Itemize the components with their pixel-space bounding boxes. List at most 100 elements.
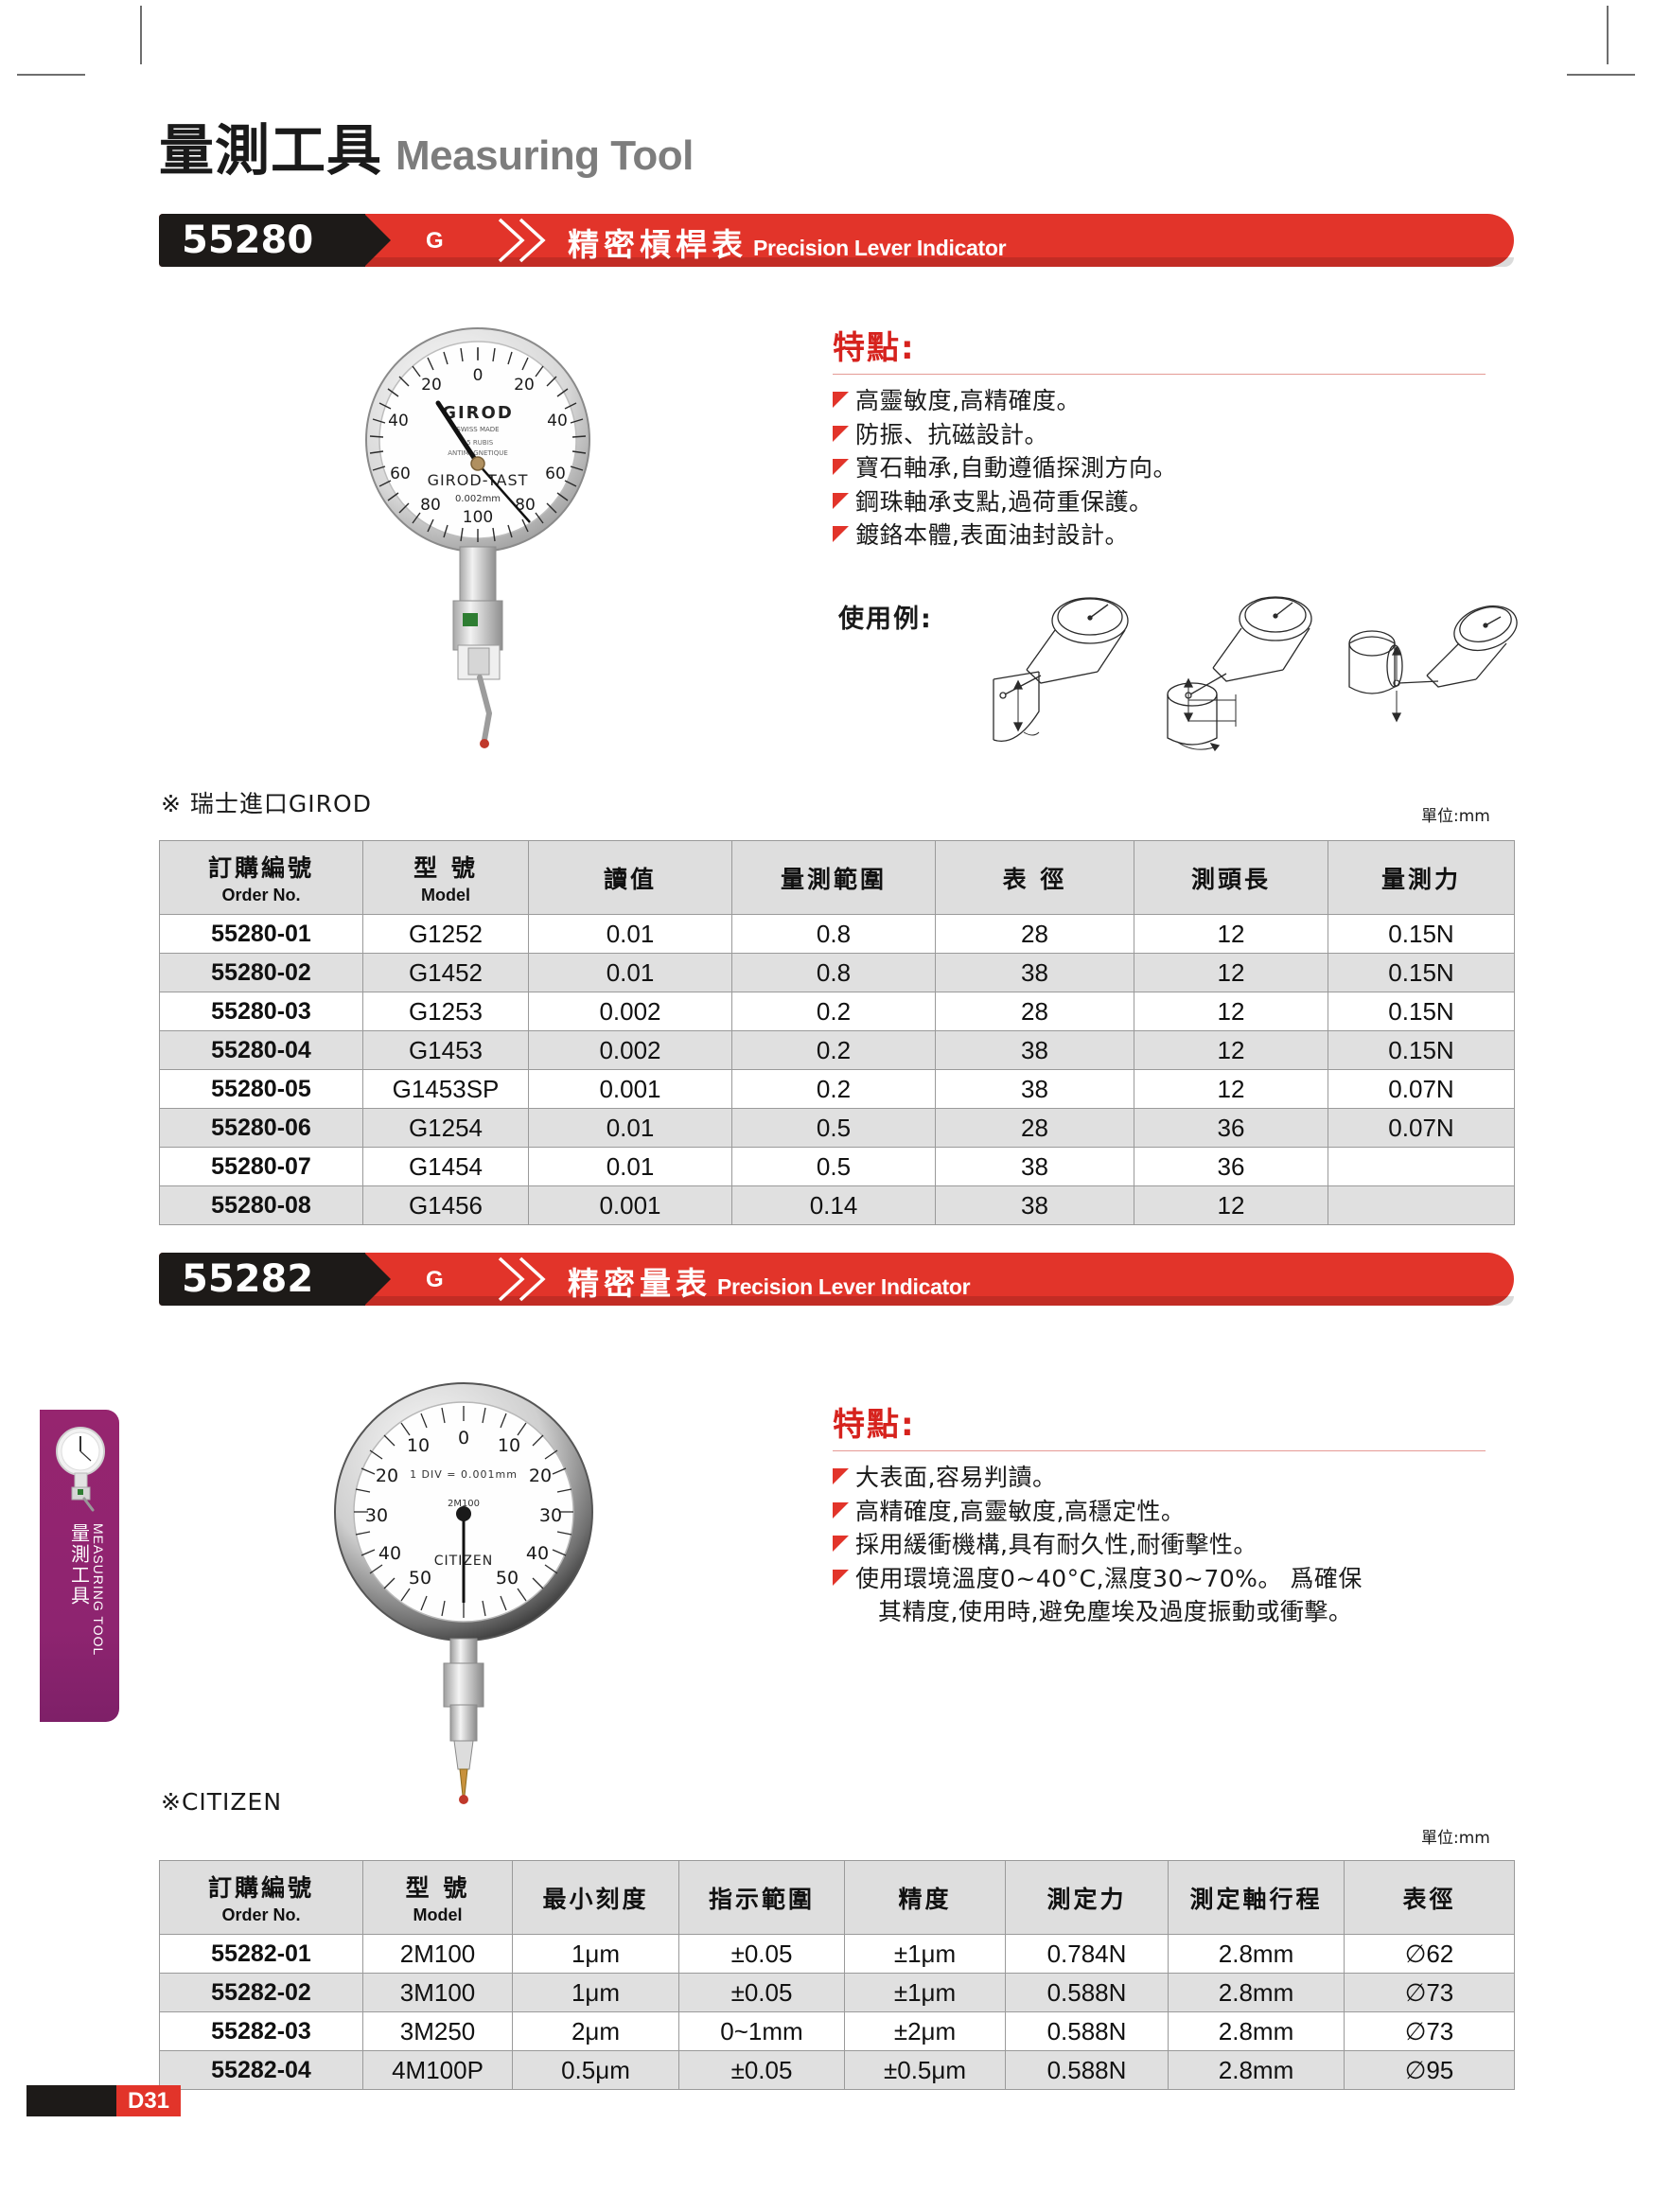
col-graduation: 最小刻度 — [512, 1860, 679, 1935]
table-row: 55280-05 G1453SP 0.001 0.2 38 12 0.07N — [159, 1069, 1515, 1109]
usage-diagram-2 — [1167, 596, 1312, 752]
table-header-row: 訂購編號 Order No. 型 號 Model 讀值 量測範圍 表 徑 測頭長… — [159, 840, 1515, 915]
banner-name-en: Precision Lever Indicator — [753, 236, 1007, 260]
footer-black-bar — [26, 2085, 116, 2116]
col-measuring-force: 量測力 — [1328, 840, 1515, 915]
svg-text:0.002mm: 0.002mm — [455, 494, 501, 504]
table-row: 55280-02 G1452 0.01 0.8 38 12 0.15N — [159, 953, 1515, 992]
bullet-triangle-icon — [833, 1569, 849, 1586]
source-note-55280: ※ 瑞士進口GIROD — [161, 790, 372, 817]
col-model: 型 號 Model — [362, 840, 529, 915]
svg-text:0: 0 — [458, 1428, 469, 1448]
bullet-triangle-icon — [833, 459, 849, 475]
bullet-triangle-icon — [833, 425, 849, 442]
spec-table-55280: 訂購編號 Order No. 型 號 Model 讀值 量測範圍 表 徑 測頭長… — [159, 840, 1515, 1225]
usage-diagram-3 — [1348, 605, 1518, 723]
crop-mark-left-top — [17, 74, 85, 76]
col-order-no: 訂購編號 Order No. — [159, 840, 363, 915]
feature-item: 大表面,容易判讀。 — [833, 1461, 1495, 1495]
banner-badge: G — [426, 1267, 444, 1292]
features-divider — [833, 1450, 1486, 1451]
svg-text:40: 40 — [547, 412, 568, 430]
section-banner-55280: 55280 G 精密槓桿表 Precision Lever Indicator — [159, 214, 1514, 267]
usage-diagram-1 — [993, 597, 1129, 742]
feature-item: 採用緩衝機構,具有耐久性,耐衝擊性。 — [833, 1528, 1495, 1562]
svg-text:60: 60 — [545, 465, 566, 483]
svg-text:2M100: 2M100 — [448, 1499, 480, 1509]
double-chevron-icon — [498, 218, 546, 263]
page-title-cn: 量測工具 — [159, 118, 383, 183]
banner-names: 精密槓桿表 Precision Lever Indicator — [568, 219, 1007, 265]
features-divider — [833, 374, 1486, 375]
feature-item: 高精確度,高靈敏度,高穩定性。 — [833, 1495, 1495, 1529]
banner-badge: G — [426, 228, 444, 254]
side-tab-measuring-tool: 量測工具 MEASURING TOOL — [40, 1410, 119, 1722]
section-banner-55282: 55282 G 精密量表 Precision Lever Indicator — [159, 1253, 1514, 1306]
page-title-en: Measuring Tool — [396, 132, 694, 179]
usage-examples-label: 使用例: — [838, 605, 933, 634]
svg-text:15 RUBIS: 15 RUBIS — [463, 439, 494, 447]
svg-text:60: 60 — [390, 465, 411, 483]
banner-names: 精密量表 Precision Lever Indicator — [568, 1258, 971, 1304]
svg-text:30: 30 — [539, 1505, 562, 1526]
feature-item: 高靈敏度,高精確度。 — [833, 384, 1495, 418]
table-row: 55280-07 G1454 0.01 0.5 38 36 — [159, 1147, 1515, 1186]
svg-text:20: 20 — [529, 1466, 552, 1486]
svg-text:40: 40 — [526, 1543, 549, 1564]
table-header-row: 訂購編號 Order No. 型 號 Model 最小刻度 指示範圍 精度 測定… — [159, 1860, 1515, 1935]
page-title: 量測工具 Measuring Tool — [159, 106, 694, 185]
double-chevron-icon — [498, 1256, 546, 1302]
banner-name-en: Precision Lever Indicator — [717, 1274, 971, 1299]
spec-table-55282: 訂購編號 Order No. 型 號 Model 最小刻度 指示範圍 精度 測定… — [159, 1860, 1515, 2090]
bullet-triangle-icon — [833, 1501, 849, 1519]
col-dial-diameter: 表徑 — [1344, 1860, 1515, 1935]
bullet-triangle-icon — [833, 1468, 849, 1484]
svg-text:20: 20 — [421, 376, 442, 395]
crop-mark-top-right — [1607, 6, 1609, 64]
svg-text:80: 80 — [515, 496, 536, 515]
banner-code-block — [159, 1253, 391, 1306]
feature-item: 防振、抗磁設計。 — [833, 418, 1495, 452]
table-row: 55282-04 4M100P 0.5μm ±0.05 ±0.5μm 0.588… — [159, 2050, 1515, 2090]
svg-text:80: 80 — [420, 496, 441, 515]
svg-text:30: 30 — [365, 1505, 388, 1526]
svg-text:40: 40 — [378, 1543, 401, 1564]
banner-name-cn: 精密槓桿表 — [568, 226, 747, 263]
side-tab-label-en: MEASURING TOOL — [91, 1523, 106, 1657]
banner-code-block — [159, 214, 391, 267]
svg-text:100: 100 — [463, 508, 493, 527]
col-reading: 讀值 — [528, 840, 732, 915]
col-model: 型 號 Model — [362, 1860, 513, 1935]
table-row: 55282-01 2M100 1μm ±0.05 ±1μm 0.784N 2.8… — [159, 1934, 1515, 1974]
bullet-triangle-icon — [833, 1536, 849, 1552]
table-row: 55280-01 G1252 0.01 0.8 28 12 0.15N — [159, 914, 1515, 954]
crop-mark-top-left — [140, 6, 142, 64]
col-spindle-stroke: 測定軸行程 — [1168, 1860, 1345, 1935]
svg-text:10: 10 — [407, 1435, 430, 1456]
svg-text:ANTIMAGNETIQUE: ANTIMAGNETIQUE — [448, 449, 508, 457]
unit-note-55280: 單位:mm — [1421, 807, 1490, 826]
features-title: 特點: — [833, 1406, 916, 1444]
col-accuracy: 精度 — [844, 1860, 1006, 1935]
table-row: 55282-02 3M100 1μm ±0.05 ±1μm 0.588N 2.8… — [159, 1973, 1515, 2012]
table-row: 55280-04 G1453 0.002 0.2 38 12 0.15N — [159, 1030, 1515, 1070]
features-55280: 特點: 高靈敏度,高精確度。 防振、抗磁設計。 寶石軸承,自動遵循探測方向。 鋼… — [833, 322, 1495, 553]
features-title: 特點: — [833, 329, 916, 367]
col-measuring-force: 測定力 — [1005, 1860, 1169, 1935]
col-order-no: 訂購編號 Order No. — [159, 1860, 363, 1935]
svg-text:1 DIV = 0.001mm: 1 DIV = 0.001mm — [410, 1468, 518, 1481]
bullet-triangle-icon — [833, 492, 849, 509]
svg-text:0: 0 — [473, 366, 484, 385]
banner-name-cn: 精密量表 — [568, 1265, 712, 1302]
feature-item: 鋼珠軸承支點,過荷重保護。 — [833, 485, 1495, 519]
svg-text:GIROD-TAST: GIROD-TAST — [428, 471, 529, 489]
feature-item: 寶石軸承,自動遵循探測方向。 — [833, 451, 1495, 485]
bullet-triangle-icon — [833, 392, 849, 408]
svg-text:GIROD: GIROD — [442, 403, 514, 423]
product-image-citizen-dial-indicator: 0 10 10 20 20 30 30 40 40 50 50 1 DIV = 0.001… — [334, 1382, 593, 1804]
col-stylus-length: 測頭長 — [1134, 840, 1328, 915]
svg-text:20: 20 — [376, 1466, 398, 1486]
table-row: 55280-08 G1456 0.001 0.14 38 12 — [159, 1185, 1515, 1225]
svg-text:50: 50 — [409, 1568, 431, 1589]
